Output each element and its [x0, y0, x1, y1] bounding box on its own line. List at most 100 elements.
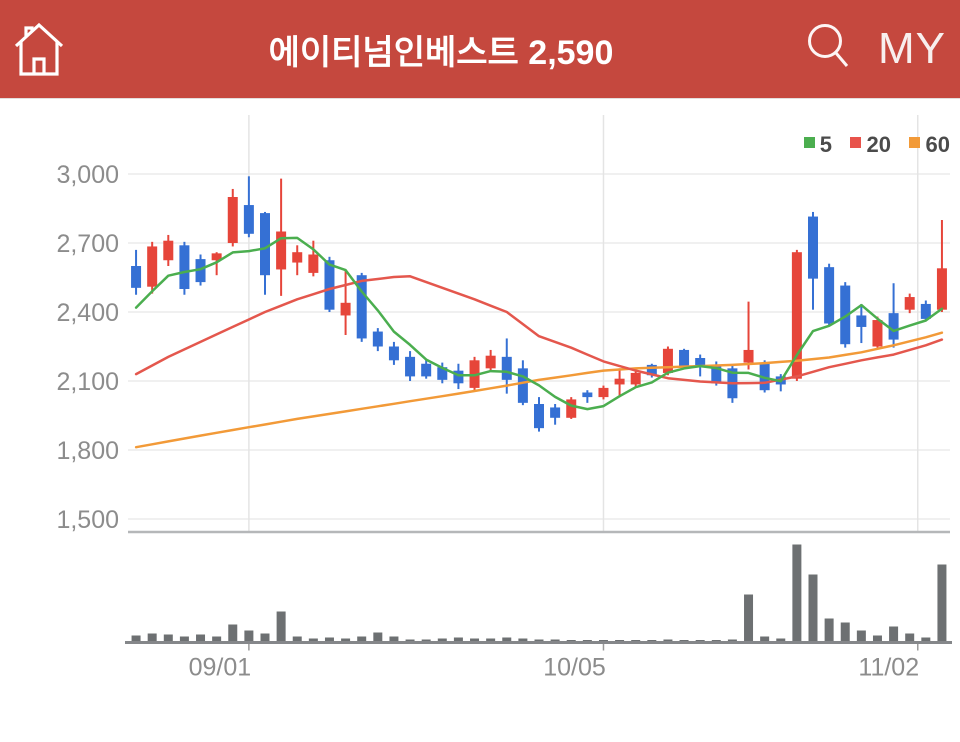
candle-up — [211, 253, 222, 261]
volume-bar — [598, 640, 608, 642]
candle-down — [260, 213, 270, 276]
candle-up — [292, 252, 303, 263]
candle-down — [131, 266, 142, 288]
volume-bar — [727, 639, 737, 642]
candle-down — [453, 370, 464, 384]
ma20-line — [134, 275, 944, 385]
x-tick-label: 09/01 — [189, 654, 252, 682]
legend-label: 20 — [867, 132, 891, 157]
candle-down — [501, 356, 512, 380]
volume-bar — [647, 640, 657, 642]
candle-up — [227, 197, 238, 243]
candle-down — [711, 364, 722, 384]
volume-bar — [341, 638, 351, 642]
volume-bar — [437, 638, 447, 642]
volume-bar — [760, 636, 770, 642]
volume-bar — [502, 637, 512, 642]
y-tick-label: 2,100 — [56, 368, 119, 396]
volume-bar — [921, 637, 931, 642]
volume-bar — [631, 640, 641, 642]
candle-down — [840, 285, 851, 345]
candle-up — [872, 320, 883, 347]
legend-label: 5 — [820, 132, 832, 157]
volume-bar — [228, 624, 238, 642]
volume-bar — [470, 638, 480, 642]
volume-bar — [679, 640, 689, 642]
candle-up — [340, 302, 351, 316]
stock-chart[interactable]: 3,000 2,700 2,400 2,100 1,800 1,500 09/01 10/05… — [0, 99, 960, 742]
candle-down — [179, 245, 190, 289]
ma5-line — [134, 236, 944, 411]
volume-bar — [244, 630, 254, 642]
candle-down — [421, 363, 432, 377]
volume-bar — [695, 640, 705, 642]
ma-legend: 60 20 5 — [804, 132, 950, 157]
y-tick-label: 1,500 — [56, 506, 119, 534]
volume-bar — [582, 640, 592, 642]
candle-down — [808, 216, 818, 279]
candle-down — [388, 346, 399, 361]
volume-bar — [840, 622, 850, 642]
volume-bar — [212, 636, 222, 642]
candle-up — [791, 252, 802, 379]
y-tick-label: 1,800 — [56, 437, 119, 465]
my-button[interactable]: MY — [878, 24, 946, 73]
candle-up — [630, 372, 641, 385]
legend-swatch — [804, 137, 815, 148]
volume-bar — [937, 564, 947, 642]
x-tick-label: 11/02 — [858, 654, 919, 682]
candle-up — [936, 268, 947, 310]
candle-up — [743, 349, 754, 363]
candle-up — [614, 378, 625, 385]
candle-up — [662, 348, 673, 373]
volume-bar — [292, 636, 302, 642]
stock-price: 2,590 — [528, 33, 614, 72]
candle-down — [517, 368, 528, 403]
candle-down — [356, 275, 367, 339]
candle-up — [485, 355, 496, 369]
candle-down — [405, 356, 416, 377]
volume-bar — [405, 639, 415, 642]
stock-name: 에이티넘인베스트 — [268, 33, 519, 72]
volume-bar — [889, 626, 899, 642]
volume-bar — [421, 639, 431, 642]
y-axis-labels: 3,000 2,700 2,400 2,100 1,800 1,500 — [56, 161, 119, 534]
volume-bar — [389, 636, 399, 642]
volume-bar — [824, 618, 834, 642]
volume-bar — [566, 640, 576, 642]
volume-series — [131, 544, 947, 642]
page-title: 에이티넘인베스트 2,590 — [78, 25, 804, 74]
app-header: 에이티넘인베스트 2,590 MY — [0, 0, 960, 99]
candle-down — [372, 331, 383, 347]
volume-bar — [808, 574, 818, 642]
search-icon — [808, 23, 849, 67]
search-button[interactable] — [804, 20, 852, 79]
volume-bar — [324, 637, 334, 642]
ma60-line — [134, 331, 944, 449]
date-gridlines — [248, 115, 919, 532]
volume-bar — [905, 633, 915, 642]
candle-up — [598, 387, 609, 398]
candle-down — [550, 407, 561, 418]
volume-bar — [872, 635, 882, 642]
candle-down — [695, 358, 706, 368]
home-button[interactable] — [12, 19, 66, 80]
chart-panel: 3,000 2,700 2,400 2,100 1,800 1,500 09/01 10/05… — [0, 99, 960, 742]
volume-bar — [453, 637, 463, 642]
legend-swatch — [909, 137, 920, 148]
legend-swatch — [850, 137, 861, 148]
home-icon — [14, 22, 64, 76]
y-tick-label: 2,400 — [56, 299, 119, 327]
volume-bar — [131, 635, 141, 642]
volume-bar — [711, 640, 721, 642]
candlestick-series — [131, 176, 947, 432]
candle-down — [324, 260, 335, 310]
candle-down — [243, 205, 254, 234]
volume-bar — [486, 638, 496, 642]
volume-bar — [147, 633, 157, 642]
volume-bar — [856, 630, 866, 642]
volume-bar — [308, 638, 318, 642]
volume-bar — [179, 636, 189, 642]
candle-up — [308, 254, 319, 273]
